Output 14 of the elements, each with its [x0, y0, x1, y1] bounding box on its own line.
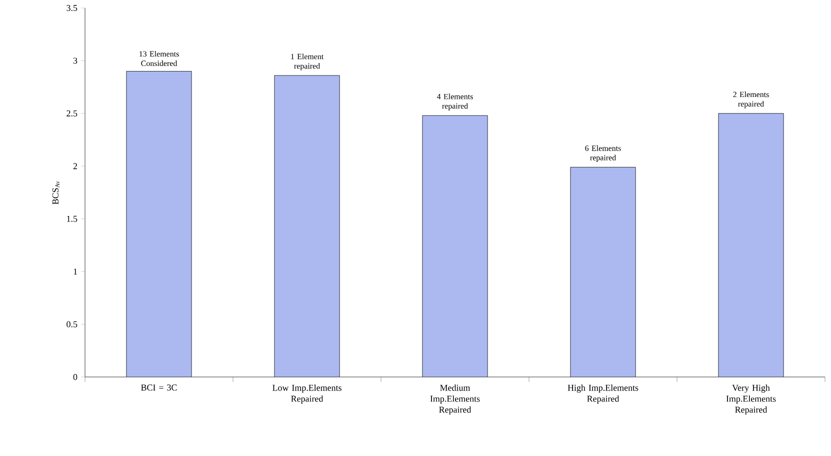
y-tick-label: 3 [73, 58, 78, 64]
y-tick-label: 2.5 [66, 110, 78, 116]
x-tick-label: Medium Imp.Elements Repaired [430, 384, 480, 415]
x-tick-label: BCI = 3C [141, 384, 177, 391]
y-tick-label: 0.5 [66, 321, 78, 328]
y-axis-title: BCS$_{Av}$ [52, 180, 60, 204]
y-tick-label: 1.5 [67, 216, 78, 222]
x-tick-label: High Imp.Elements Repaired [568, 384, 638, 404]
x-tick-label: Low Imp.Elements Repaired [272, 384, 342, 404]
y-tick-label: 3.5 [66, 4, 78, 12]
y-tick-label: 0 [73, 374, 78, 380]
x-tick-label: Very High Imp.Elements Repaired [726, 384, 776, 415]
y-tick-label: 1 [74, 268, 77, 275]
y-tick-label: 2 [73, 163, 77, 170]
